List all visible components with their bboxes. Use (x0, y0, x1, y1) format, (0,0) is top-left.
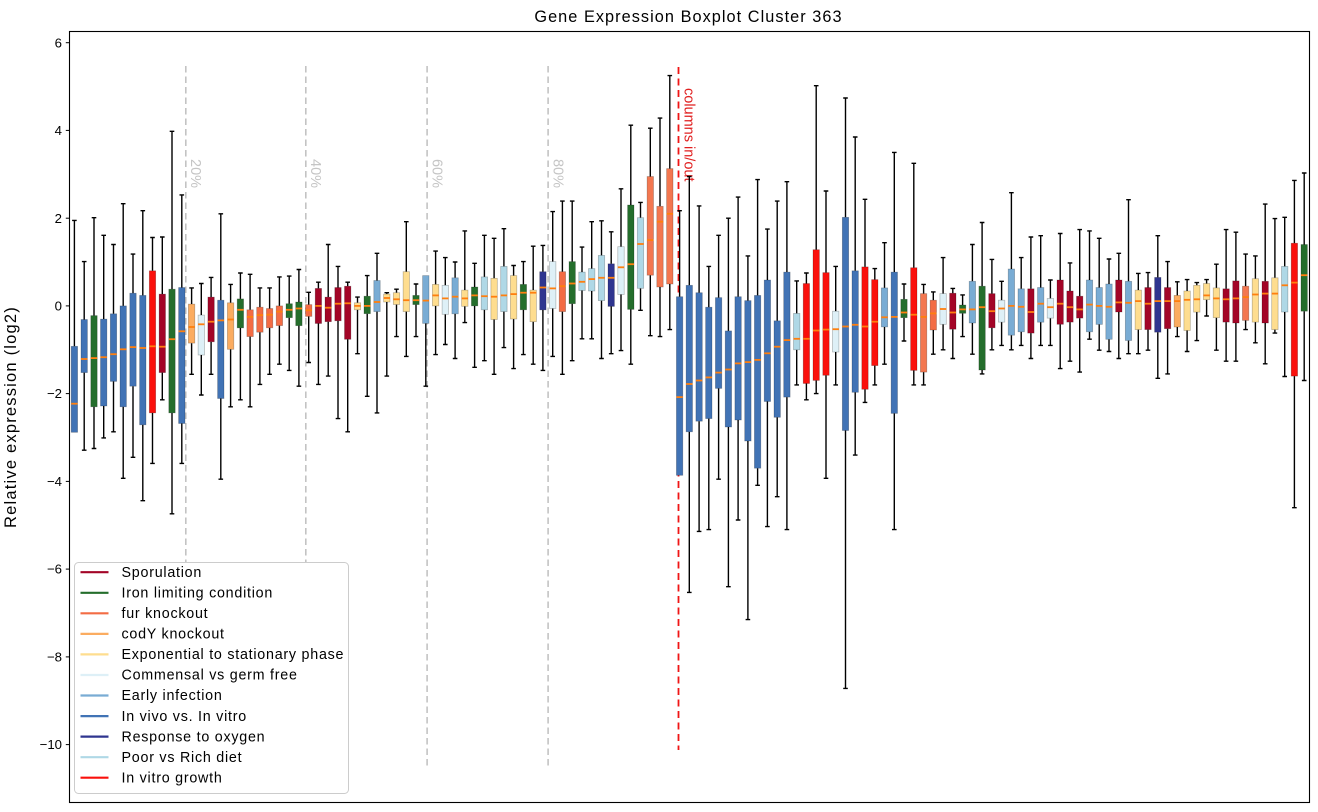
svg-text:−4: −4 (47, 474, 62, 489)
svg-text:40%: 40% (307, 159, 323, 188)
svg-text:4: 4 (55, 123, 62, 138)
svg-text:Exponential to stationary phas: Exponential to stationary phase (122, 647, 345, 663)
svg-text:fur knockout: fur knockout (122, 606, 209, 622)
svg-text:60%: 60% (428, 159, 444, 188)
svg-text:In vitro growth: In vitro growth (122, 770, 223, 786)
svg-text:2: 2 (55, 211, 62, 226)
svg-text:codY knockout: codY knockout (122, 627, 225, 643)
svg-text:−2: −2 (47, 386, 62, 401)
svg-text:Commensal vs germ free: Commensal vs germ free (122, 668, 298, 684)
svg-text:Poor vs Rich diet: Poor vs Rich diet (122, 750, 243, 766)
svg-text:columns in/out: columns in/out (681, 88, 697, 182)
svg-text:0: 0 (55, 299, 62, 314)
svg-text:80%: 80% (549, 159, 565, 188)
svg-text:Relative expression (log2): Relative expression (log2) (2, 306, 20, 528)
svg-text:Sporulation: Sporulation (122, 565, 203, 581)
svg-text:Response to oxygen: Response to oxygen (122, 729, 266, 745)
svg-text:−8: −8 (47, 650, 62, 665)
svg-text:−6: −6 (47, 562, 62, 577)
svg-text:20%: 20% (187, 159, 203, 188)
svg-text:6: 6 (55, 35, 62, 50)
svg-text:Iron limiting condition: Iron limiting condition (122, 586, 274, 602)
svg-text:In vivo vs. In vitro: In vivo vs. In vitro (122, 709, 247, 725)
svg-text:Gene Expression Boxplot Cluste: Gene Expression Boxplot Cluster 363 (534, 8, 842, 26)
svg-text:−10: −10 (40, 737, 62, 752)
svg-text:Early infection: Early infection (122, 688, 223, 704)
